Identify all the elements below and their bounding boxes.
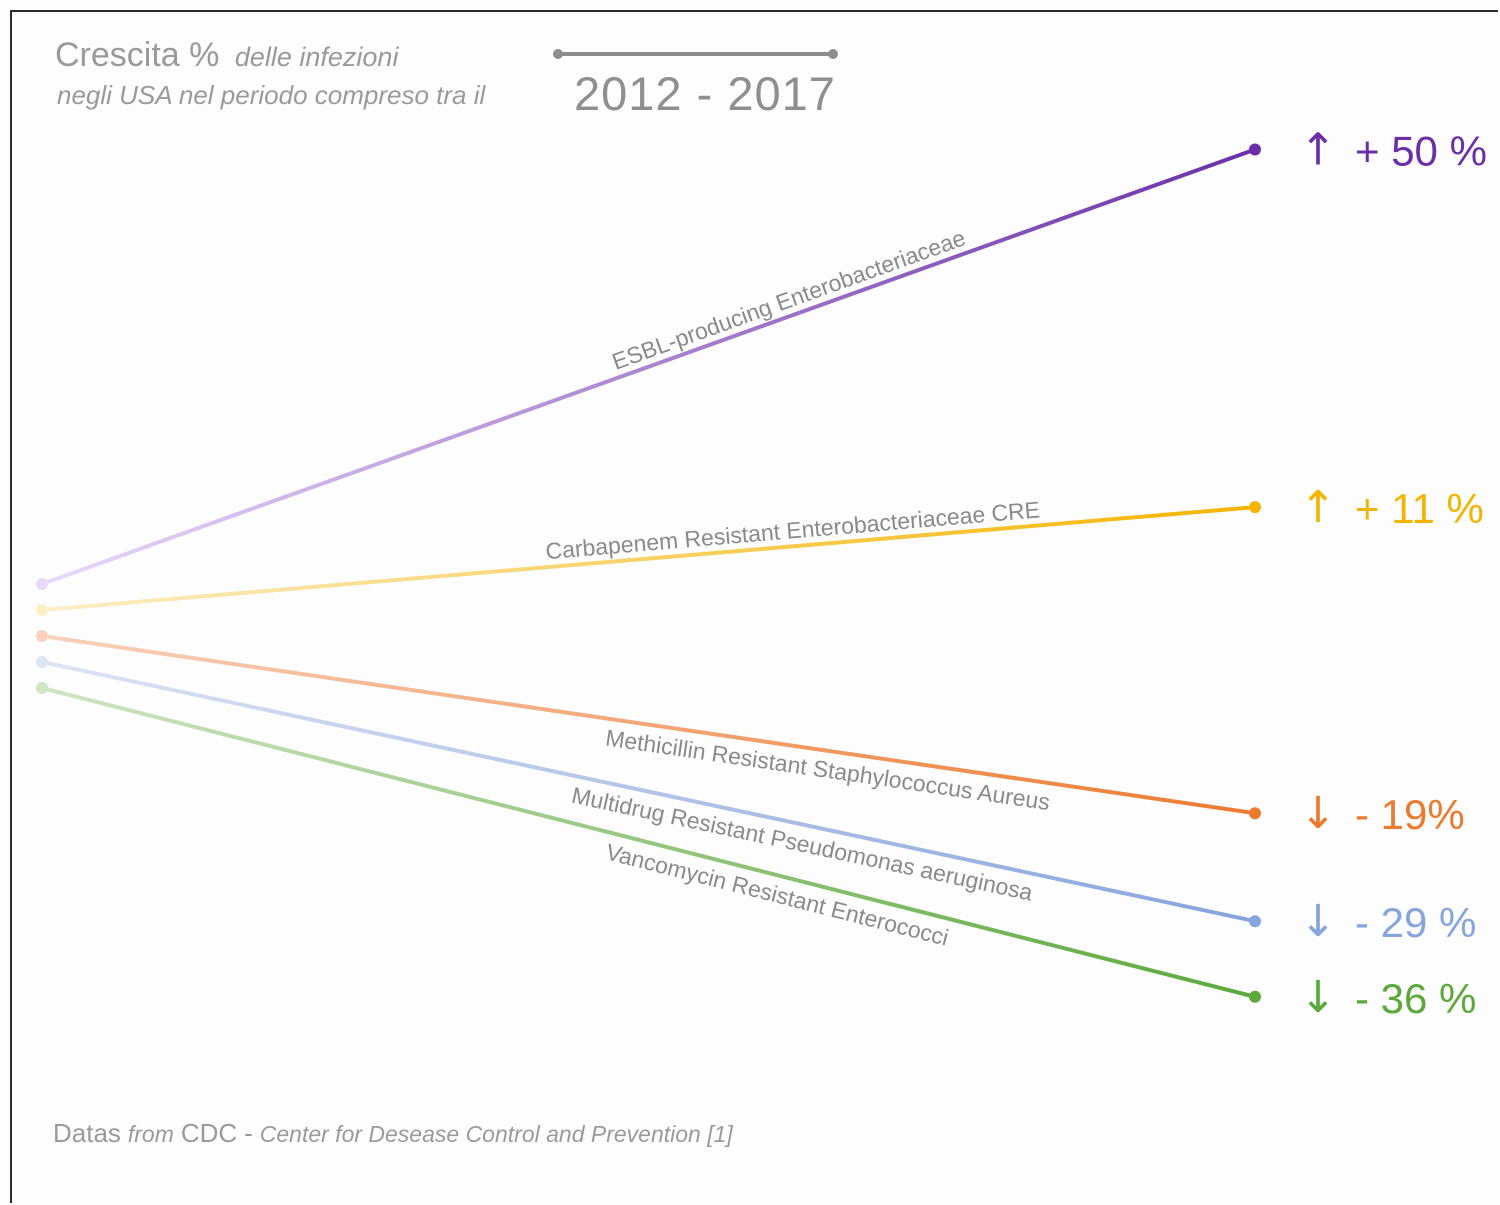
series-line	[40, 505, 1257, 612]
source-org: CDC	[180, 1118, 238, 1148]
series-start-point	[36, 604, 48, 616]
series-line	[40, 686, 1257, 999]
series-start-point	[36, 656, 48, 668]
title-main: Crescita %	[55, 36, 220, 74]
arrow-down-icon: ↓	[1300, 896, 1337, 947]
source-from: from	[127, 1121, 174, 1147]
change-percentage-label: + 50 %	[1355, 128, 1487, 175]
change-percentage-label: - 19%	[1355, 791, 1465, 838]
series-end-point	[1249, 501, 1261, 514]
series-end-point	[1249, 143, 1261, 156]
arrow-up-icon: ↑	[1300, 482, 1337, 533]
source-label: Datas	[53, 1118, 121, 1148]
arrow-down-icon: ↓	[1300, 972, 1337, 1023]
series-end-point	[1249, 915, 1261, 928]
source-separator: -	[244, 1118, 253, 1148]
period-end-dot	[828, 49, 838, 59]
series-end-point	[1249, 990, 1261, 1003]
change-percentage-label: - 36 %	[1355, 975, 1476, 1022]
period-range-bar	[553, 49, 838, 59]
series-line	[40, 147, 1257, 586]
change-percentage-label: - 29 %	[1355, 899, 1476, 946]
chart-subtitle: negli USA nel periodo compreso tra il	[57, 80, 486, 110]
series-start-point	[36, 630, 48, 642]
change-percentage-label: + 11 %	[1355, 485, 1484, 532]
period-range-line	[557, 52, 834, 56]
series-start-point	[36, 682, 48, 694]
series-line	[40, 634, 1257, 816]
series-name-label: ESBL-producing Enterobacteriaceae	[609, 224, 969, 374]
title-sub: delle infezioni	[234, 42, 399, 72]
series-end-point	[1249, 807, 1261, 820]
source-full-name: Center for Desease Control and Preventio…	[259, 1121, 733, 1147]
arrow-down-icon: ↓	[1300, 788, 1337, 839]
period-label: 2012 - 2017	[574, 67, 836, 120]
series-line	[40, 660, 1257, 924]
series-start-point	[36, 578, 48, 590]
chart-title: Crescita % delle infezioni	[55, 36, 398, 75]
arrow-up-icon: ↑	[1300, 125, 1337, 176]
period-start-dot	[553, 49, 563, 59]
source-note: Datas from CDC - Center for Desease Cont…	[53, 1118, 733, 1149]
